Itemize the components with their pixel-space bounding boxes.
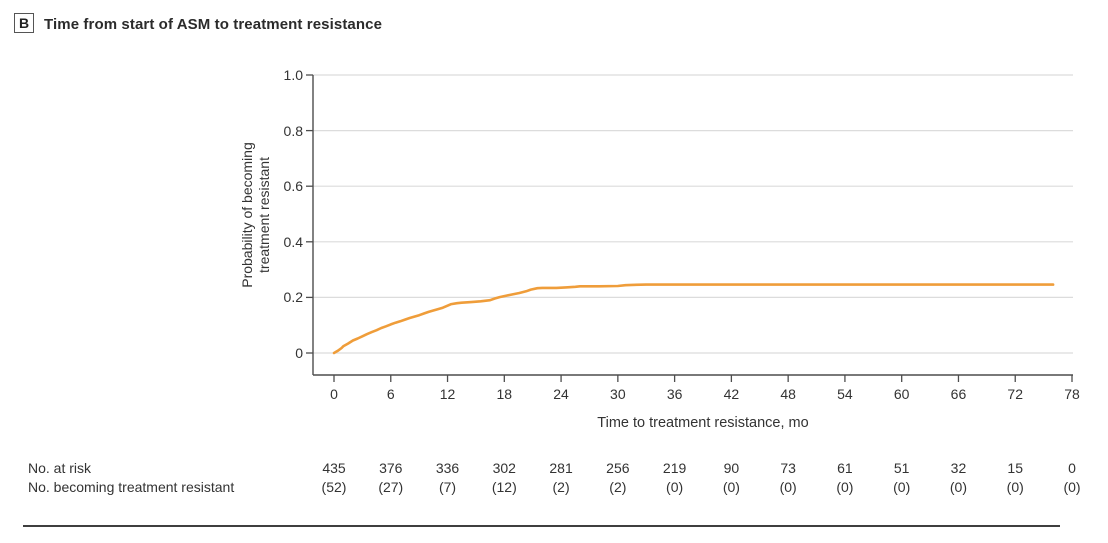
risk-value-row1-month30: 256 <box>606 460 630 476</box>
y-tick-label-0.8: 0.8 <box>283 122 303 139</box>
x-tick-label-60: 60 <box>893 386 910 402</box>
x-tick-label-30: 30 <box>610 386 626 402</box>
y-axis-label-line1: Probability of becoming <box>239 142 255 288</box>
y-axis-label-line2: treatment resistant <box>256 157 272 273</box>
risk-value-row1-month0: 435 <box>322 460 346 476</box>
risk-value-row2-month72: (0) <box>1006 479 1024 495</box>
risk-value-row1-month36: 219 <box>662 460 687 476</box>
y-tick-label-0.4: 0.4 <box>283 233 303 250</box>
figure-bottom-rule <box>23 525 1060 527</box>
x-tick-label-18: 18 <box>496 386 513 402</box>
y-axis-label: Probability of becoming treatment resist… <box>239 65 277 365</box>
risk-value-row2-month66: (0) <box>949 479 968 495</box>
risk-value-row1-month48: 73 <box>780 460 796 476</box>
y-tick-label-0: 0 <box>295 345 303 361</box>
x-tick-label-48: 48 <box>780 386 796 402</box>
risk-row-label-at-risk: No. at risk <box>28 460 92 476</box>
x-axis-label: Time to treatment resistance, mo <box>597 415 809 431</box>
risk-value-row1-month18: 302 <box>492 460 516 476</box>
x-tick-label-6: 6 <box>386 386 395 402</box>
risk-value-row1-month60: 51 <box>893 460 910 476</box>
risk-value-row2-month6: (27) <box>378 479 404 495</box>
risk-value-row1-month42: 90 <box>723 460 740 476</box>
risk-value-row2-month48: (0) <box>779 479 797 495</box>
risk-value-row2-month78: (0) <box>1063 479 1081 495</box>
x-tick-label-66: 66 <box>950 386 967 402</box>
x-tick-label-78: 78 <box>1064 386 1080 402</box>
risk-value-row1-month78: 0 <box>1068 460 1076 476</box>
y-tick-label-0.6: 0.6 <box>283 178 303 195</box>
y-tick-label-0.2: 0.2 <box>283 289 303 306</box>
risk-value-row2-month60: (0) <box>893 479 911 495</box>
risk-value-row2-month18: (12) <box>491 479 517 495</box>
risk-value-row2-month36: (0) <box>666 479 684 495</box>
risk-value-row1-month12: 336 <box>435 460 460 476</box>
cumulative-incidence-curve <box>332 283 1055 355</box>
x-tick-label-12: 12 <box>439 386 456 402</box>
risk-value-row2-month12: (7) <box>438 479 457 495</box>
risk-value-row1-month72: 15 <box>1007 460 1023 476</box>
x-tick-label-54: 54 <box>837 386 853 402</box>
x-tick-label-42: 42 <box>723 386 740 402</box>
x-tick-label-0: 0 <box>330 386 338 402</box>
x-tick-label-36: 36 <box>666 386 683 402</box>
x-tick-label-72: 72 <box>1007 386 1023 402</box>
risk-value-row2-month54: (0) <box>836 479 854 495</box>
risk-value-row1-month66: 32 <box>950 460 967 476</box>
x-tick-label-24: 24 <box>553 386 569 402</box>
risk-value-row2-month24: (2) <box>552 479 570 495</box>
panel-label: B <box>14 13 34 33</box>
risk-value-row1-month54: 61 <box>837 460 853 476</box>
risk-value-row2-month42: (0) <box>722 479 740 495</box>
risk-value-row2-month0: (52) <box>321 479 347 495</box>
risk-value-row1-month6: 376 <box>379 460 403 476</box>
risk-value-row2-month30: (2) <box>609 479 627 495</box>
risk-row-label-resistant: No. becoming treatment resistant <box>28 479 235 495</box>
y-tick-label-1.0: 1.0 <box>283 67 303 83</box>
risk-value-row1-month24: 281 <box>549 460 573 476</box>
figure-title: Time from start of ASM to treatment resi… <box>44 16 383 33</box>
